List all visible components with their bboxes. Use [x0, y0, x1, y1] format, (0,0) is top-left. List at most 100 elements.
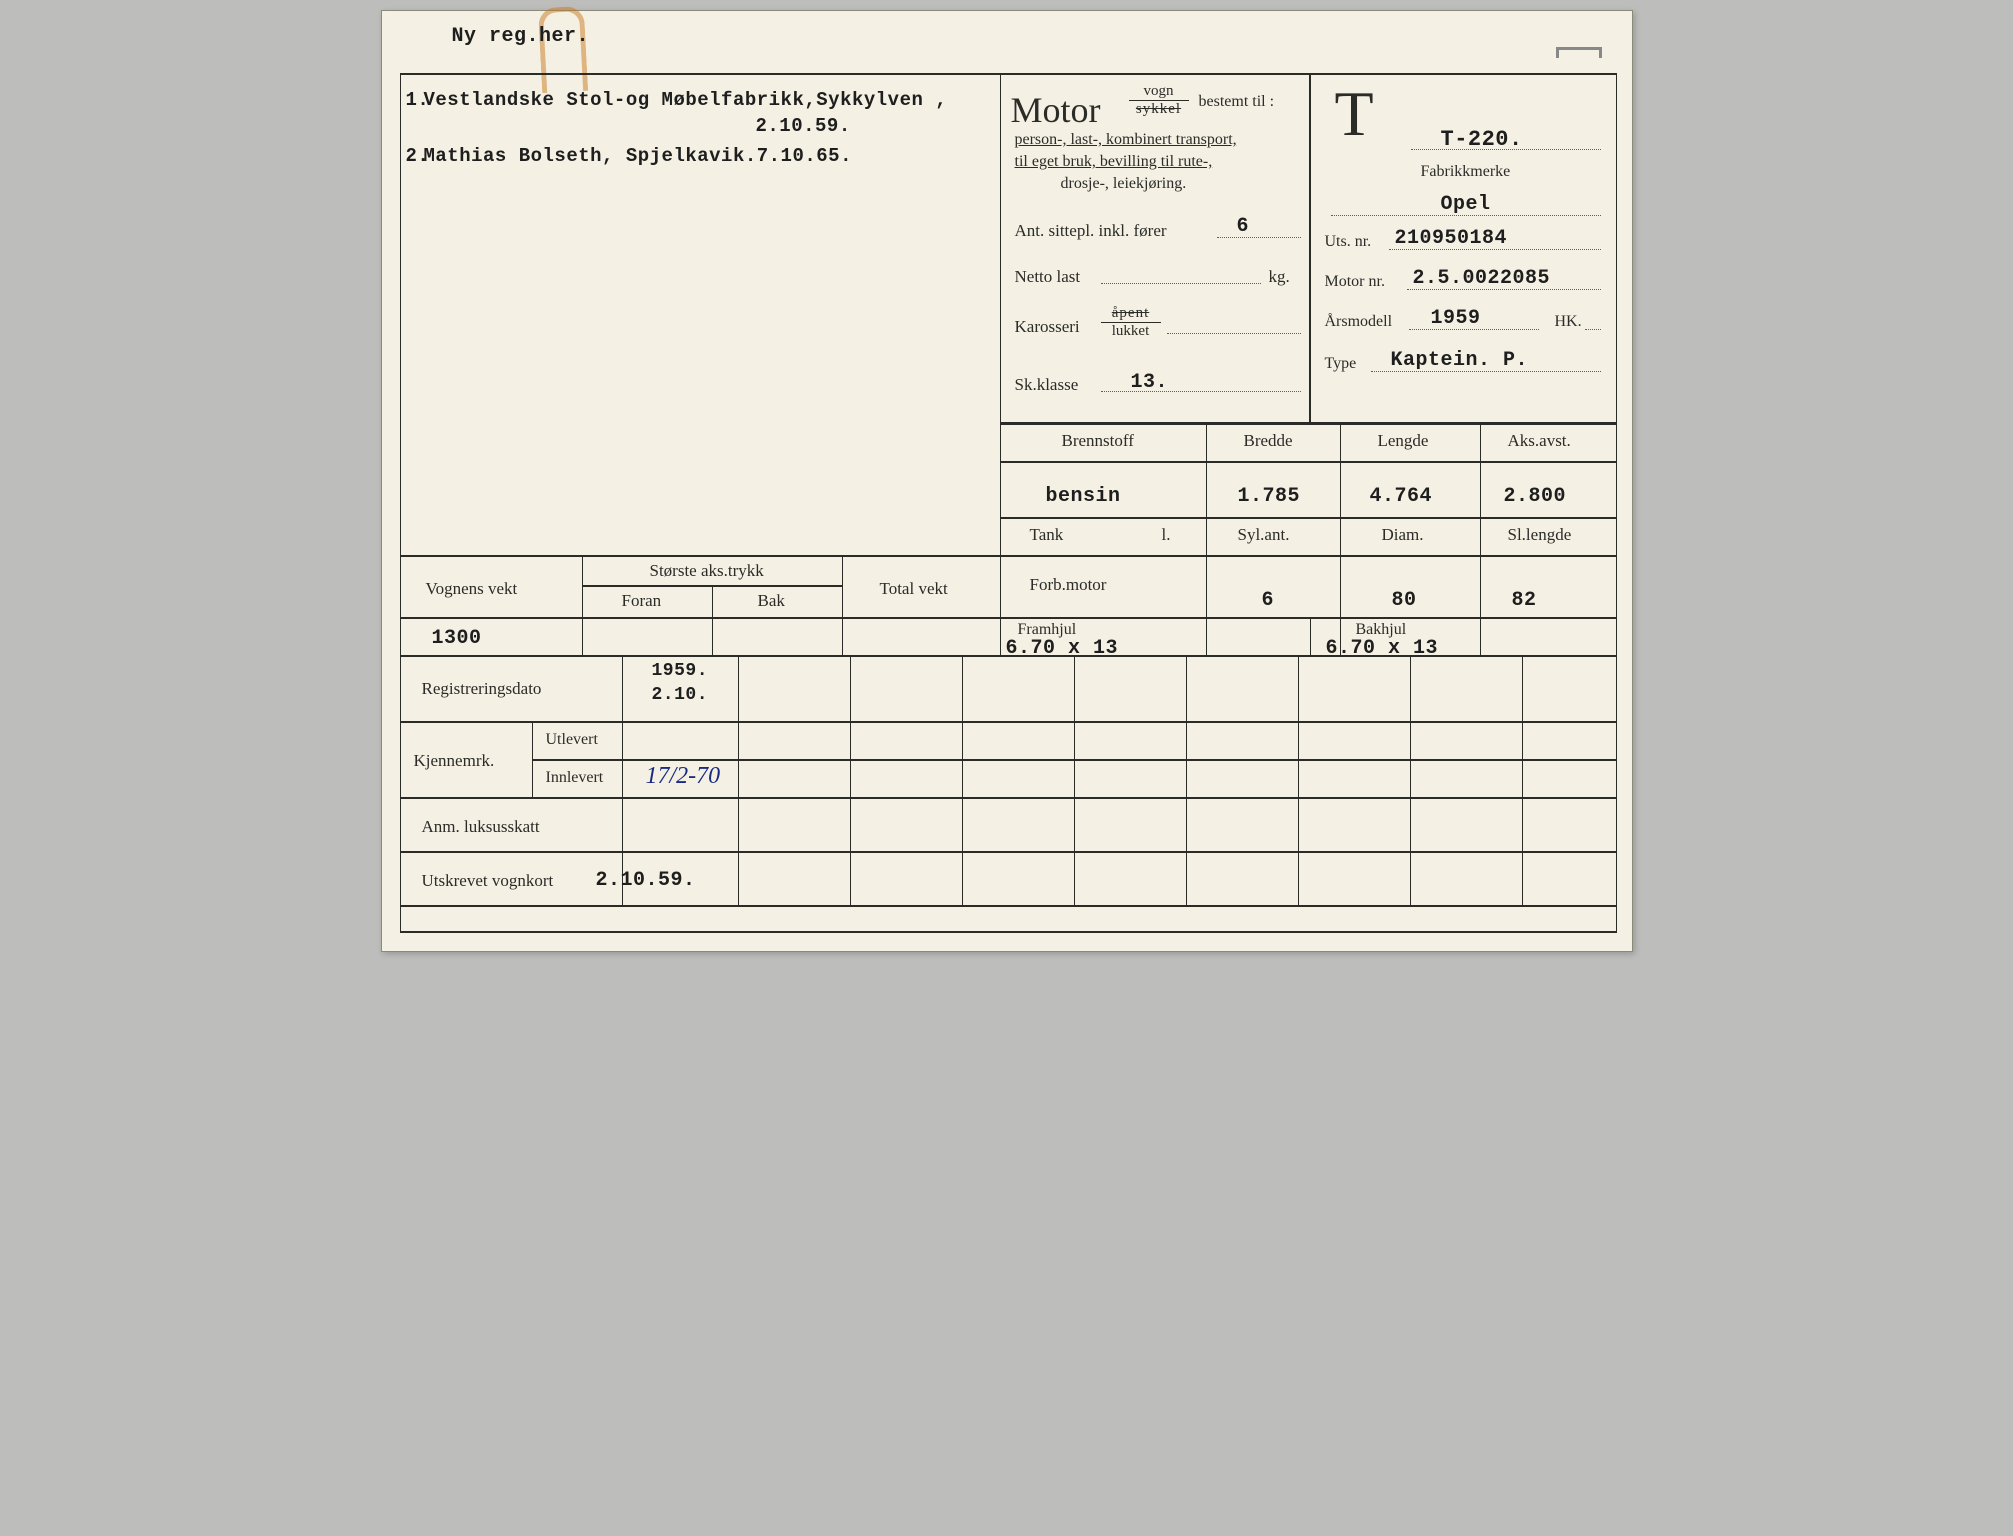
lengde-label: Lengde — [1378, 431, 1429, 451]
regdato-year: 1959. — [652, 661, 709, 681]
fabrikkmerke-label: Fabrikkmerke — [1421, 163, 1511, 181]
dotted-rule — [1331, 215, 1601, 216]
rule — [1410, 655, 1412, 905]
rule — [1480, 423, 1482, 655]
bredde-label: Bredde — [1244, 431, 1293, 451]
regdato-date: 2.10. — [652, 685, 709, 705]
foran-label: Foran — [622, 591, 662, 611]
rule — [622, 655, 624, 905]
aksavst-value: 2.800 — [1504, 485, 1567, 508]
tank-label: Tank — [1030, 525, 1064, 545]
rule — [712, 585, 714, 655]
type-label: Type — [1325, 355, 1357, 373]
motornr-value: 2.5.0022085 — [1413, 267, 1551, 290]
rule — [400, 797, 1616, 799]
storste-aks-label: Største aks.trykk — [650, 561, 764, 581]
rule — [400, 73, 402, 933]
rule — [400, 555, 1000, 557]
aksavst-label: Aks.avst. — [1508, 431, 1571, 451]
forbmotor-label: Forb.motor — [1030, 575, 1107, 595]
sylant-value: 6 — [1262, 589, 1275, 612]
rule — [1310, 617, 1312, 655]
type-value: Kaptein. P. — [1391, 349, 1529, 372]
innlevert-label: Innlevert — [546, 769, 604, 787]
seats-label: Ant. sittepl. inkl. fører — [1015, 221, 1167, 241]
purpose3: drosje-, leiekjøring. — [1061, 175, 1187, 193]
rule — [400, 931, 1616, 933]
rule — [1000, 423, 1616, 425]
arsmodell-label: Årsmodell — [1325, 313, 1393, 331]
motor-title: Motor — [1011, 89, 1101, 131]
apent-strike: åpent — [1101, 305, 1161, 322]
vognens-vekt-value: 1300 — [432, 627, 482, 650]
luksus-label: Anm. luksusskatt — [422, 817, 540, 837]
rule — [1000, 617, 1616, 619]
rule — [1206, 423, 1208, 655]
diam-value: 80 — [1392, 589, 1417, 612]
dotted-rule — [1411, 149, 1601, 150]
registration-card: Ny reg.her. 1. Vestlandske Stol-og Møbel… — [381, 10, 1633, 952]
diam-label: Diam. — [1382, 525, 1424, 545]
rule — [582, 555, 584, 655]
uts-value: 210950184 — [1395, 227, 1508, 250]
netto-label: Netto last — [1015, 267, 1081, 287]
owner1-line: Vestlandske Stol-og Møbelfabrikk,Sykkylv… — [424, 89, 948, 111]
rule — [1298, 655, 1300, 905]
t-panel: T T-220. Fabrikkmerke Opel Uts. nr. 2109… — [1310, 73, 1616, 423]
dotted-rule — [1167, 333, 1301, 334]
bak-label: Bak — [758, 591, 785, 611]
rule — [1074, 655, 1076, 905]
bakhjul-value: 6.70 x 13 — [1326, 637, 1439, 660]
utlevert-label: Utlevert — [546, 731, 598, 749]
kg-label: kg. — [1269, 267, 1290, 287]
dotted-rule — [1217, 237, 1301, 238]
purpose2: til eget bruk, bevilling til rute-, — [1015, 153, 1213, 171]
staple-mark — [1556, 47, 1602, 58]
dotted-rule — [1409, 329, 1539, 330]
motornr-label: Motor nr. — [1325, 273, 1385, 291]
rule — [400, 851, 1616, 853]
rule — [400, 721, 1616, 723]
owner1-date: 2.10.59. — [756, 115, 851, 137]
dotted-rule — [1101, 391, 1301, 392]
dotted-rule — [1407, 289, 1601, 290]
fabrikkmerke-value: Opel — [1441, 193, 1491, 216]
seats-value: 6 — [1237, 215, 1250, 238]
vognens-vekt-label: Vognens vekt — [426, 579, 518, 599]
rule — [842, 555, 844, 655]
rule — [1000, 517, 1616, 519]
sylant-label: Syl.ant. — [1238, 525, 1290, 545]
kjennemrk-label: Kjennemrk. — [414, 751, 495, 771]
bredde-value: 1.785 — [1238, 485, 1301, 508]
rule — [1522, 655, 1524, 905]
sllengde-value: 82 — [1512, 589, 1537, 612]
dotted-rule — [1389, 249, 1601, 250]
skklasse-label: Sk.klasse — [1015, 375, 1079, 395]
rule — [532, 721, 534, 797]
rule — [1000, 461, 1616, 463]
rule — [1000, 617, 1002, 655]
hk-label: HK. — [1555, 313, 1582, 331]
rule — [400, 617, 1000, 619]
lukket-label: lukket — [1101, 323, 1161, 340]
sllengde-label: Sl.lengde — [1508, 525, 1572, 545]
dotted-rule — [1585, 329, 1601, 330]
innlevert-hand: 17/2-70 — [646, 763, 721, 790]
framhjul-value: 6.70 x 13 — [1006, 637, 1119, 660]
karosseri-label: Karosseri — [1015, 317, 1080, 337]
sykkel-strike: sykkel — [1119, 101, 1199, 118]
utskrevet-value: 2.10.59. — [596, 869, 696, 892]
dotted-rule — [1371, 371, 1601, 372]
rule — [1186, 655, 1188, 905]
tank-unit: l. — [1162, 525, 1171, 545]
uts-label: Uts. nr. — [1325, 233, 1372, 251]
brennstoff-value: bensin — [1046, 485, 1121, 508]
dotted-rule — [1101, 283, 1261, 284]
rule — [850, 655, 852, 905]
motor-panel: Motor vogn sykkel bestemt til : person-,… — [1000, 73, 1310, 423]
rule — [400, 905, 1616, 907]
owner2-line: Mathias Bolseth, Spjelkavik.7.10.65. — [424, 145, 852, 167]
vogn-sykkel: vogn sykkel — [1119, 83, 1199, 118]
rule — [962, 655, 964, 905]
rule — [1340, 423, 1342, 655]
